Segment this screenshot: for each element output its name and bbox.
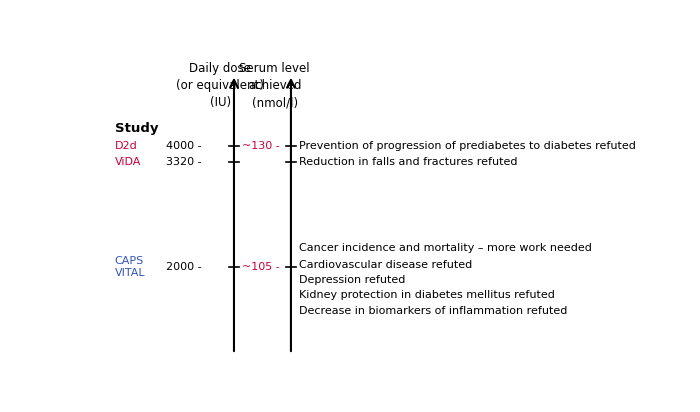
- Text: CAPS
VITAL: CAPS VITAL: [115, 255, 146, 278]
- Text: ViDA: ViDA: [115, 157, 141, 167]
- Text: Decrease in biomarkers of inflammation refuted: Decrease in biomarkers of inflammation r…: [299, 306, 568, 316]
- Text: Prevention of progression of prediabetes to diabetes refuted: Prevention of progression of prediabetes…: [299, 141, 636, 151]
- Text: Cancer incidence and mortality – more work needed: Cancer incidence and mortality – more wo…: [299, 243, 592, 253]
- Text: Cardiovascular disease refuted: Cardiovascular disease refuted: [299, 260, 472, 270]
- Text: ~130 -: ~130 -: [242, 141, 280, 151]
- Text: ~105 -: ~105 -: [242, 262, 280, 272]
- Text: 3320 -: 3320 -: [166, 157, 202, 167]
- Text: 4000 -: 4000 -: [166, 141, 202, 151]
- Text: Kidney protection in diabetes mellitus refuted: Kidney protection in diabetes mellitus r…: [299, 290, 555, 300]
- Text: D2d: D2d: [115, 141, 137, 151]
- Text: Reduction in falls and fractures refuted: Reduction in falls and fractures refuted: [299, 157, 517, 167]
- Text: Serum level
achieved
(nmol/l): Serum level achieved (nmol/l): [239, 62, 310, 109]
- Text: Daily dose
(or equivalent)
(IU): Daily dose (or equivalent) (IU): [176, 62, 265, 109]
- Text: 2000 -: 2000 -: [166, 262, 202, 272]
- Text: Study: Study: [115, 122, 158, 135]
- Text: Depression refuted: Depression refuted: [299, 275, 405, 285]
